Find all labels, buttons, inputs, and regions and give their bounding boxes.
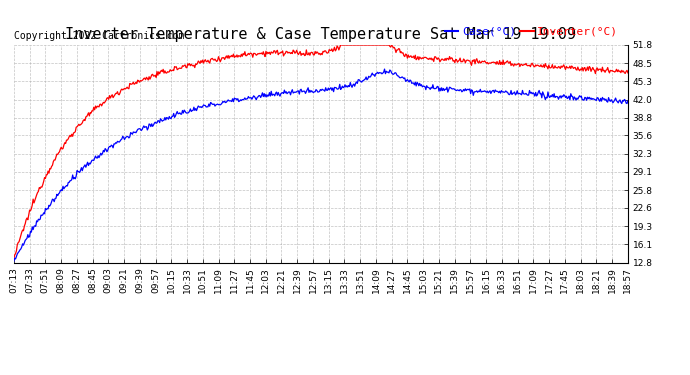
Title: Inverter Temperature & Case Temperature Sat Mar 19 19:09: Inverter Temperature & Case Temperature … xyxy=(66,27,576,42)
Legend: Case(°C), Inverter(°C): Case(°C), Inverter(°C) xyxy=(441,22,622,41)
Text: Copyright 2022 Cartronics.com: Copyright 2022 Cartronics.com xyxy=(14,31,184,40)
